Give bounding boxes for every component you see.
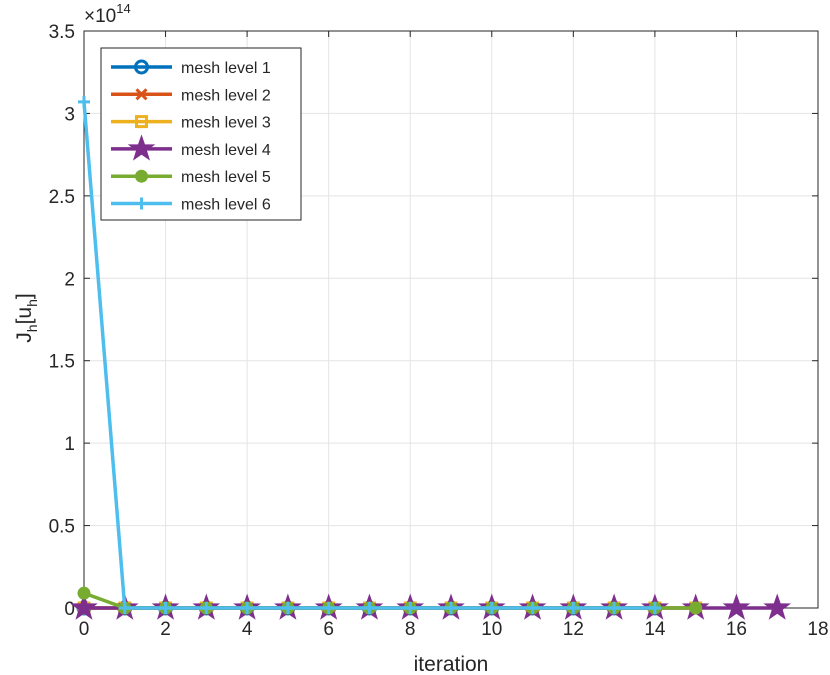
legend-item: mesh level 1 <box>111 59 271 77</box>
legend: mesh level 1 mesh level 2 mesh level 3 mesh… <box>100 47 302 221</box>
x-tick-label: 12 <box>563 619 584 640</box>
data-point-plus <box>445 602 457 614</box>
legend-item: mesh level 4 <box>111 134 271 161</box>
legend-item: mesh level 6 <box>111 197 271 214</box>
data-point-star <box>127 134 156 161</box>
data-point-star <box>722 593 751 620</box>
data-point-plus <box>281 602 294 614</box>
y-tick-label: 3.5 <box>49 22 75 43</box>
x-tick-label: 14 <box>644 619 666 640</box>
x-tick-label: 6 <box>323 619 334 640</box>
data-point-dot <box>77 586 91 600</box>
axis-ticks: 0 2 4 6 8 10 12 14 16 18 0 0.5 1 1.5 2 2.5 3 3.5 <box>49 22 829 640</box>
series-5 <box>77 586 703 615</box>
data-point-plus <box>404 602 417 614</box>
data-point-plus <box>78 95 90 108</box>
y-tick-label: 2.5 <box>49 187 75 208</box>
data-point-plus <box>118 602 131 614</box>
x-tick-label: 0 <box>79 619 90 640</box>
legend-item: mesh level 5 <box>111 169 271 186</box>
data-point-plus <box>241 602 254 614</box>
data-point-plus <box>363 602 376 614</box>
series-6 <box>78 95 661 614</box>
legend-label: mesh level 1 <box>181 60 271 77</box>
data-point-square <box>135 115 148 129</box>
x-axis-label: iteration <box>414 653 489 675</box>
x-tick-label: 18 <box>807 619 828 640</box>
data-point-x <box>135 88 148 101</box>
y-tick-label: 1.5 <box>49 352 75 373</box>
data-point-plus <box>567 602 580 614</box>
data-point-plus <box>322 602 335 614</box>
data-point-plus <box>648 602 661 614</box>
y-tick-label: 0 <box>64 599 75 620</box>
data-point-plus <box>526 602 539 614</box>
legend-item: mesh level 2 <box>111 87 271 104</box>
data-point-plus <box>608 602 621 614</box>
y-tick-label: 2 <box>64 269 75 290</box>
data-point-plus <box>135 197 148 210</box>
data-point-star <box>70 593 98 620</box>
data-point-dot <box>689 601 703 615</box>
data-point-dot <box>135 169 148 183</box>
data-point-plus <box>200 602 213 614</box>
y-tick-label: 0.5 <box>49 517 75 538</box>
series-group <box>70 95 792 620</box>
y-tick-label: 1 <box>64 434 75 455</box>
y-exponent-label: ×1014 <box>84 1 131 27</box>
x-tick-label: 10 <box>481 619 502 640</box>
legend-label: mesh level 2 <box>181 87 271 104</box>
data-point-star <box>763 593 792 620</box>
x-tick-label: 4 <box>242 619 253 640</box>
x-tick-label: 8 <box>405 619 416 640</box>
legend-label: mesh level 6 <box>181 197 271 214</box>
legend-label: mesh level 4 <box>181 142 271 159</box>
data-point-plus <box>159 602 172 614</box>
legend-box <box>100 47 302 221</box>
y-tick-label: 3 <box>64 104 75 125</box>
legend-label: mesh level 3 <box>181 115 271 132</box>
legend-item: mesh level 3 <box>111 115 271 132</box>
x-tick-label: 2 <box>160 619 171 640</box>
data-point-circle <box>134 59 149 75</box>
data-point-plus <box>485 602 498 614</box>
x-tick-label: 16 <box>726 619 747 640</box>
legend-label: mesh level 5 <box>181 169 271 186</box>
y-axis-label: Jh[uh] <box>13 293 40 342</box>
